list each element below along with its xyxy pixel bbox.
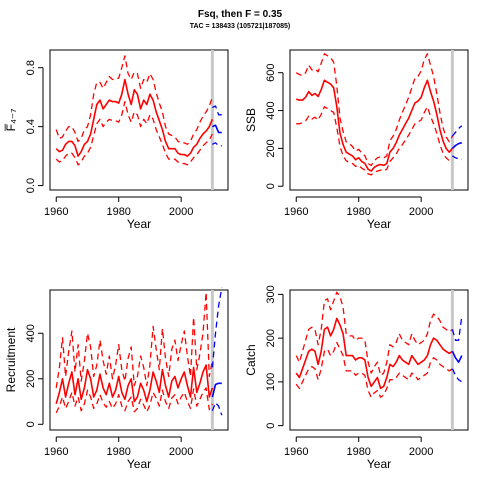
x-tick-label: 2000 [169,446,193,458]
forecast-upper-line [211,287,223,368]
x-tick-label: 1980 [106,206,130,218]
historic-lower-line [296,106,453,176]
y-tick-label: 0.4 [25,119,37,134]
y-axis-label: Recruitment [4,327,18,392]
plot-frame [49,289,229,431]
x-tick-label: 1960 [44,206,68,218]
plot-frame [49,49,229,191]
x-tick-label: 1960 [44,446,68,458]
figure-title: Fsq, then F = 0.35 [0,9,480,20]
figure-title-main: Fsq, then F = 0.35 [197,9,283,20]
forecast-median-line [212,124,222,134]
forecast-lower-line [211,402,223,416]
x-axis-label: Year [127,217,151,231]
x-tick-label: 1960 [284,446,308,458]
plot-frame [289,289,469,431]
forecast-lower-line [451,368,463,383]
y-tick-label: 400 [265,101,277,119]
y-tick-label: 0.0 [25,178,37,193]
panel-catch: 1960 1980 2000 Year 0 100 200 300 Catch [244,285,469,471]
x-axis-label: Year [367,217,391,231]
figure-subtitle: TAC = 138433 (105721|187085) [189,23,291,30]
y-tick-label: 300 [265,285,277,303]
y-tick-label: 0.8 [25,60,37,75]
y-axis-label: Catch [244,344,258,375]
historic-median-line [55,78,214,157]
historic-median-line [295,79,454,172]
y-tick-label: 200 [265,329,277,347]
y-tick-label: 200 [25,370,37,388]
historic-upper-line [295,291,453,376]
historic-upper-line [295,53,453,167]
x-tick-label: 1980 [106,446,130,458]
figure-subtitle-wrap: TAC = 138433 (105721|187085) [0,23,480,30]
forecast-median-line [211,382,222,398]
forecast-lower-line [212,142,222,147]
x-tick-label: 1980 [346,446,370,458]
historic-lower-line [55,100,213,166]
y-axis-label: SSB [244,108,258,132]
forecast-median-line [451,350,463,364]
y-tick-label: 600 [265,64,277,82]
historic-median-line [295,317,453,390]
x-axis-label: Year [127,457,151,471]
forecast-upper-line [451,316,463,341]
x-axis-label: Year [367,457,391,471]
y-tick-label: 200 [265,139,277,157]
x-tick-label: 2000 [409,446,433,458]
y-tick-label: 100 [265,373,277,391]
y-tick-label: 0 [265,183,277,189]
forecast-lower-line [452,155,462,161]
panel-fbar: 1960 1980 2000 Year 0.0 0.4 0.8 F̅₄₋₇ [4,49,229,231]
forecast-upper-line [212,105,222,116]
x-tick-label: 2000 [409,206,433,218]
y-axis-label: F̅₄₋₇ [4,109,18,132]
y-tick-label: 0 [265,423,277,429]
historic-upper-line [55,291,214,389]
panel-ssb: 1960 1980 2000 Year 0 200 400 600 SSB [244,49,469,231]
plot-frame [289,49,469,191]
historic-lower-line [55,387,213,414]
panel-recruitment: 1960 1980 2000 Year 0 200 400 Recruitment [4,287,229,471]
historic-median-line [55,364,214,405]
x-tick-label: 1980 [346,206,370,218]
y-tick-label: 0 [25,421,37,427]
y-tick-label: 400 [25,324,37,342]
forecast-upper-line [451,125,463,137]
forecast-median-line [451,141,463,149]
historic-lower-line [295,341,453,398]
historic-upper-line [55,55,214,145]
x-tick-label: 2000 [169,206,193,218]
x-tick-label: 1960 [284,206,308,218]
